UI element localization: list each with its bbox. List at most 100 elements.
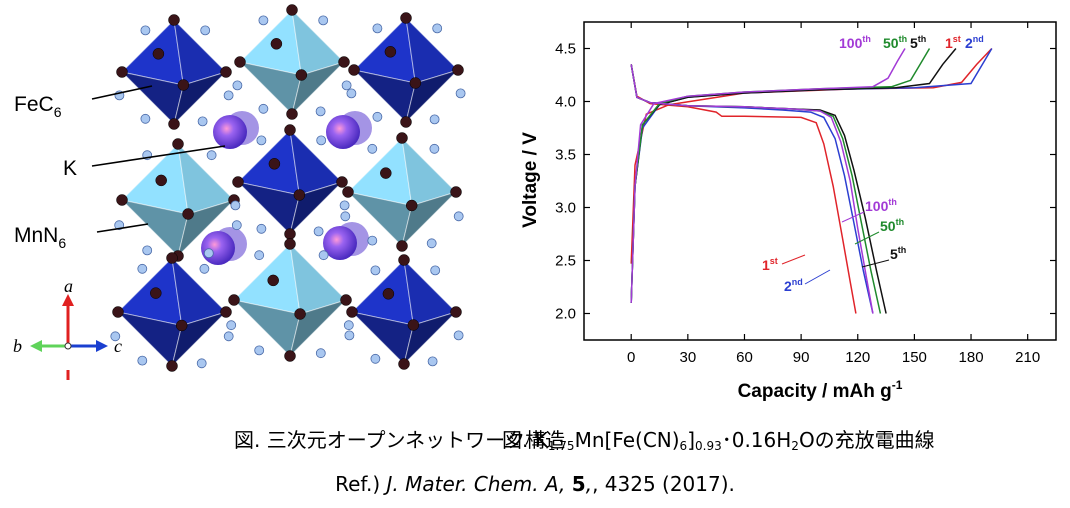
axis-b-label: b bbox=[13, 336, 22, 356]
label-100th: 100th bbox=[865, 197, 897, 214]
k-leader-line bbox=[91, 145, 226, 167]
nitrogen-atom bbox=[341, 80, 352, 91]
fe-octahedron bbox=[350, 258, 458, 366]
carbon-atom bbox=[182, 208, 194, 220]
carbon-atom bbox=[396, 240, 408, 252]
data-series bbox=[630, 47, 993, 314]
y-tick-label: 2.5 bbox=[555, 253, 576, 270]
x-tick-label: 90 bbox=[793, 349, 810, 366]
x-tick-label: 150 bbox=[902, 349, 927, 366]
series-2-charge-line bbox=[630, 48, 993, 303]
mn-octahedron bbox=[346, 136, 458, 248]
carbon-atom bbox=[407, 319, 420, 331]
mnn6-leader-line bbox=[96, 223, 149, 233]
nitrogen-atom bbox=[256, 223, 267, 234]
carbon-atom bbox=[150, 287, 162, 299]
nitrogen-atom bbox=[318, 250, 329, 261]
carbon-atom bbox=[152, 48, 165, 60]
carbon-atom bbox=[396, 132, 408, 144]
nitrogen-atom bbox=[142, 245, 153, 256]
carbon-atom bbox=[286, 4, 298, 16]
label-leader-line bbox=[804, 269, 831, 285]
carbon-atom bbox=[116, 66, 128, 78]
potassium-atom bbox=[323, 226, 357, 260]
carbon-atom bbox=[398, 254, 410, 266]
carbon-atom bbox=[172, 138, 184, 150]
x-tick-label: 0 bbox=[627, 349, 635, 366]
nitrogen-atom bbox=[258, 103, 269, 114]
carbon-atom bbox=[398, 358, 410, 370]
carbon-atom bbox=[168, 118, 180, 130]
series-100-charge-line bbox=[630, 48, 906, 303]
x-tick-label: 60 bbox=[736, 349, 753, 366]
fec6-label: FeC6 bbox=[14, 93, 62, 120]
x-tick-label: 210 bbox=[1015, 349, 1040, 366]
carbon-atom bbox=[155, 174, 167, 187]
carbon-atom bbox=[116, 194, 128, 206]
nitrogen-atom bbox=[453, 330, 464, 341]
cn-atoms bbox=[110, 4, 466, 372]
nitrogen-atom bbox=[453, 211, 464, 222]
axis-c-label: c bbox=[114, 336, 122, 356]
carbon-atom bbox=[228, 294, 240, 306]
nitrogen-atom bbox=[313, 226, 324, 237]
carbon-atom bbox=[450, 306, 462, 318]
fec6-leader-line bbox=[91, 85, 153, 100]
carbon-atom bbox=[268, 158, 281, 170]
carbon-atom bbox=[284, 350, 296, 362]
nitrogen-atom bbox=[203, 248, 214, 259]
mn-octahedron bbox=[238, 8, 346, 116]
nitrogen-atom bbox=[223, 90, 234, 101]
fe-octahedron bbox=[116, 256, 228, 368]
series-50-charge-line bbox=[630, 48, 931, 303]
carbon-atom bbox=[452, 64, 464, 76]
nitrogen-atom bbox=[315, 348, 326, 359]
nitrogen-atom bbox=[370, 353, 381, 364]
potassium-atom bbox=[213, 115, 247, 149]
nitrogen-atom bbox=[430, 265, 441, 276]
charge-discharge-chart: 0 30 60 90 120 150 180 210 2.0 2.5 3.0 3.5 4.0 4.5 10… bbox=[520, 21, 1057, 402]
nitrogen-atom bbox=[315, 106, 326, 117]
carbon-atom bbox=[348, 64, 360, 76]
mn-octahedron bbox=[120, 142, 236, 258]
nitrogen-atom bbox=[426, 238, 437, 249]
fe-octahedron bbox=[236, 128, 344, 236]
y-tick-label: 3.0 bbox=[555, 200, 576, 217]
carbon-atom bbox=[346, 306, 358, 318]
nitrogen-atom bbox=[199, 263, 210, 274]
carbon-atom bbox=[112, 306, 124, 318]
x-tick-label: 120 bbox=[845, 349, 870, 366]
label-leader-line bbox=[781, 254, 806, 265]
nitrogen-atom bbox=[231, 220, 242, 231]
nitrogen-atom bbox=[316, 135, 327, 146]
nitrogen-atom bbox=[429, 114, 440, 125]
carbon-atom bbox=[409, 77, 422, 89]
carbon-atom bbox=[166, 360, 178, 372]
nitrogen-atom bbox=[137, 263, 148, 274]
label-5th: 5th bbox=[890, 245, 906, 262]
label-1st: 1st bbox=[762, 256, 778, 273]
carbon-atom bbox=[270, 38, 283, 50]
label-1st-charge: 1st bbox=[945, 34, 961, 51]
x-axis-title: Capacity / mAh g-1 bbox=[738, 378, 903, 402]
potassium-atom bbox=[326, 115, 360, 149]
nitrogen-atom bbox=[226, 320, 237, 331]
nitrogen-atom bbox=[372, 111, 383, 122]
y-tick-label: 3.5 bbox=[555, 147, 576, 164]
carbon-atom bbox=[234, 56, 246, 68]
crystal-structure-figure: FeC6 K MnN6 a b c bbox=[13, 4, 466, 380]
nitrogen-atom bbox=[318, 15, 329, 26]
nitrogen-atom bbox=[340, 211, 351, 222]
nitrogen-atom bbox=[258, 15, 269, 26]
mn-octahedron bbox=[232, 242, 348, 358]
k-label: K bbox=[63, 157, 77, 180]
carbon-atom bbox=[400, 116, 412, 128]
nitrogen-atom bbox=[346, 88, 357, 99]
carbon-atom bbox=[336, 176, 348, 188]
series-1-discharge-line bbox=[630, 64, 857, 314]
nitrogen-atom bbox=[429, 143, 440, 154]
carbon-atom bbox=[284, 228, 296, 240]
left-figure-caption: 図. 三次元オープンネットワーク構造 bbox=[234, 428, 566, 452]
carbon-atom bbox=[286, 108, 298, 120]
